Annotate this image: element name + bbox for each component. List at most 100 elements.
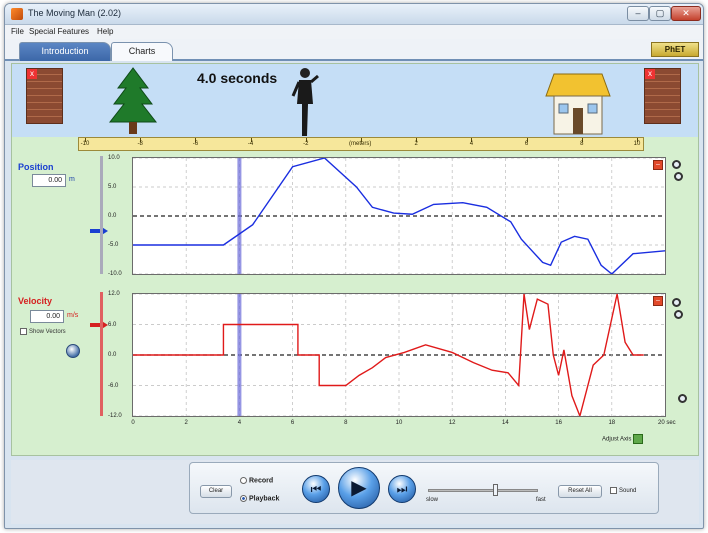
ruler-tick-label: 2 — [414, 141, 418, 147]
tab-bar: Introduction Charts PhET — [5, 39, 703, 61]
ruler-unit-label: (meters) — [349, 141, 372, 147]
ruler-tick-label: -10 — [80, 141, 90, 147]
position-input[interactable]: 0.00 — [32, 174, 66, 187]
menu-file[interactable]: File — [11, 27, 24, 36]
position-chart-close-button[interactable]: – — [653, 160, 663, 170]
record-radio[interactable]: Record — [240, 477, 273, 484]
ruler-tick — [195, 138, 197, 142]
velocity-chart[interactable]: – — [132, 293, 666, 417]
velocity-chart-playhead[interactable] — [237, 294, 242, 416]
position-unit: m — [69, 176, 75, 183]
window-title: The Moving Man (2.02) — [28, 8, 122, 18]
step-button[interactable]: ⏭ — [388, 475, 416, 503]
ruler-tick-label: 10 — [633, 141, 641, 147]
velocity-zoom-out-icon[interactable] — [674, 310, 683, 319]
velocity-slider-track[interactable] — [100, 292, 103, 416]
time-x-tick-label: 18 — [608, 420, 616, 426]
right-wall: x — [644, 68, 681, 124]
vector-info-button[interactable] — [66, 344, 80, 358]
menu-help[interactable]: Help — [97, 27, 114, 36]
time-x-tick-label: 12 — [448, 420, 456, 426]
ruler-tick-label: -8 — [137, 141, 143, 147]
velocity-input[interactable]: 0.00 — [30, 310, 64, 323]
menu-bar: File Special Features Help — [5, 25, 703, 39]
record-radio-dot[interactable] — [240, 477, 247, 484]
left-wall-close-button[interactable]: x — [27, 69, 37, 79]
title-bar[interactable]: The Moving Man (2.02) – ▢ ✕ — [5, 4, 703, 25]
position-slider-track[interactable] — [100, 156, 103, 274]
playback-speed-track[interactable] — [428, 489, 538, 492]
sound-checkbox[interactable]: Sound — [610, 487, 636, 494]
close-button[interactable]: ✕ — [671, 6, 701, 21]
clear-button[interactable]: Clear — [200, 485, 232, 498]
ruler-tick — [637, 138, 638, 142]
position-chart-y-tick-label: 10.0 — [108, 155, 120, 161]
position-chart-y-tick-label: 5.0 — [108, 184, 117, 190]
time-zoom-icon[interactable] — [678, 394, 687, 403]
right-wall-close-button[interactable]: x — [645, 69, 655, 79]
playback-speed-thumb[interactable] — [492, 484, 498, 496]
tab-introduction[interactable]: Introduction — [19, 42, 111, 61]
sound-box[interactable] — [610, 487, 617, 494]
tab-charts[interactable]: Charts — [111, 42, 173, 61]
velocity-chart-y-tick-label: 6.0 — [108, 321, 117, 328]
rewind-button[interactable]: ⏮ — [302, 475, 330, 503]
playback-label: Playback — [249, 495, 280, 503]
velocity-chart-close-button[interactable]: – — [653, 296, 663, 306]
playback-controls: Clear Record Playback ⏮ ▶ ⏭ slow fast Re… — [11, 460, 699, 524]
position-label: Position — [18, 162, 54, 172]
ruler-tick-label: -4 — [247, 141, 254, 147]
velocity-chart-plot — [133, 294, 665, 416]
house-icon — [545, 73, 611, 135]
ruler-tick-label: -6 — [192, 141, 199, 147]
adjust-axis-label: Adjust Axis — [602, 436, 632, 443]
ruler-tick — [526, 138, 528, 142]
time-x-tick-label: 16 — [555, 420, 562, 426]
ruler-tick-label: 8 — [580, 141, 584, 147]
speed-fast-label: fast — [536, 497, 546, 503]
ruler-tick — [416, 138, 418, 142]
maximize-button[interactable]: ▢ — [649, 6, 671, 21]
app-icon — [11, 8, 23, 20]
ruler-tick — [250, 138, 252, 142]
position-chart-plot — [133, 158, 665, 274]
time-x-tick-label: 14 — [502, 420, 509, 426]
position-chart-series-line — [133, 158, 665, 274]
velocity-slider-arrow-icon[interactable] — [90, 320, 108, 330]
menu-special-features[interactable]: Special Features — [29, 27, 90, 36]
ruler-tick — [305, 138, 307, 142]
playback-panel: Clear Record Playback ⏮ ▶ ⏭ slow fast Re… — [189, 462, 659, 514]
playback-radio[interactable]: Playback — [240, 495, 279, 502]
show-vectors-box[interactable] — [20, 328, 27, 335]
adjust-axis-icon — [633, 434, 644, 444]
position-chart-playhead[interactable] — [237, 158, 242, 274]
moving-man-icon[interactable] — [290, 66, 320, 138]
velocity-zoom-in-icon[interactable] — [672, 298, 681, 307]
show-vectors-label: Show Vectors — [29, 329, 66, 336]
velocity-chart-y-tick-label: -12.0 — [108, 413, 122, 419]
position-ruler[interactable]: (meters) -10 -8 -6 -4 -2 2 4 6 8 10 — [78, 137, 644, 151]
velocity-label: Velocity — [18, 296, 53, 306]
position-chart[interactable]: – — [132, 157, 666, 275]
position-chart-y-tick-label: -10.0 — [108, 271, 122, 277]
time-x-unit-label: 20 sec — [658, 420, 676, 426]
zoom-in-icon[interactable] — [672, 160, 681, 169]
ruler-tick — [581, 138, 583, 142]
reset-all-button[interactable]: Reset All — [558, 485, 602, 498]
left-wall: x — [26, 68, 63, 124]
position-chart-y-tick-label: 0.0 — [108, 213, 117, 219]
time-readout: 4.0 seconds — [197, 70, 278, 86]
zoom-out-icon[interactable] — [674, 172, 683, 181]
play-button[interactable]: ▶ — [338, 467, 380, 509]
minimize-button[interactable]: – — [627, 6, 649, 21]
adjust-axis-button[interactable]: Adjust Axis — [602, 434, 644, 444]
playback-radio-dot[interactable] — [240, 495, 247, 502]
velocity-chart-series-line — [133, 294, 644, 416]
scene-sky: x x 4.0 seconds — [12, 64, 698, 137]
velocity-chart-y-tick-label: -6.0 — [108, 382, 119, 389]
position-slider-arrow-icon[interactable] — [90, 226, 108, 236]
show-vectors-checkbox[interactable]: Show Vectors — [20, 328, 66, 335]
time-x-tick-label: 8 — [344, 420, 348, 426]
time-x-tick-label: 0 — [131, 420, 135, 426]
speed-slow-label: slow — [426, 497, 439, 503]
